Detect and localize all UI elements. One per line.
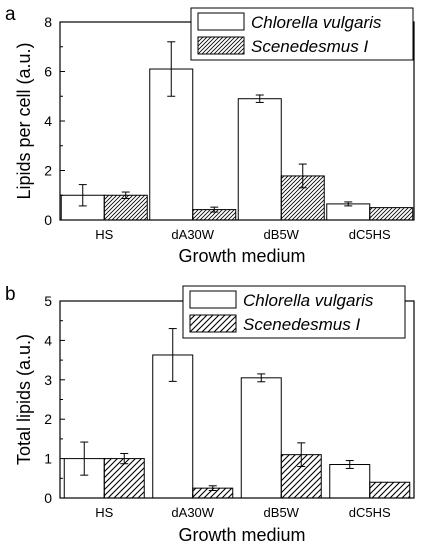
legend: Chlorella vulgaris Scenedesmus I bbox=[190, 7, 414, 61]
legend-swatch bbox=[197, 12, 245, 31]
y-tick-label: 2 bbox=[44, 163, 52, 179]
bar-scenedesmus-dC5HS bbox=[369, 481, 411, 499]
chart-panel-b: b 0 1 2 3 4 5 HS dA30W dB5W dC5HS Growth medium Tota… bbox=[5, 284, 415, 545]
x-tick-label: HS bbox=[95, 227, 113, 242]
y-tick-label: 4 bbox=[44, 113, 52, 129]
bar-chlorella-dB5W bbox=[237, 98, 282, 221]
y-tick-label: 4 bbox=[44, 332, 52, 348]
y-tick-label: 1 bbox=[44, 451, 52, 467]
x-tick-label: dA30W bbox=[171, 227, 214, 242]
y-tick-label: 0 bbox=[44, 490, 52, 506]
y-tick-label: 0 bbox=[44, 212, 52, 228]
legend-swatch bbox=[197, 36, 245, 55]
chart-panel-a: a 0 2 4 6 8 HS dA30W dB5W dC5HS Growth medium Lipid… bbox=[5, 4, 415, 266]
legend-entry: Chlorella vulgaris bbox=[251, 13, 382, 32]
x-tick-label: dA30W bbox=[171, 505, 214, 520]
legend-entry: Chlorella vulgaris bbox=[243, 291, 374, 310]
y-tick-label: 8 bbox=[44, 14, 52, 30]
panel-letter: a bbox=[5, 4, 16, 25]
bar-chlorella-dB5W bbox=[240, 377, 282, 499]
y-axis-title: Total lipids (a.u.) bbox=[14, 334, 34, 465]
x-axis-title: Growth medium bbox=[178, 525, 305, 545]
x-axis-title: Growth medium bbox=[178, 246, 305, 266]
legend-entry: Scenedesmus I bbox=[243, 315, 360, 334]
legend-swatch bbox=[189, 290, 237, 309]
x-tick-label: dB5W bbox=[264, 505, 300, 520]
y-tick-label: 6 bbox=[44, 64, 52, 80]
y-tick-label: 5 bbox=[44, 293, 52, 309]
legend-entry: Scenedesmus I bbox=[251, 37, 368, 56]
x-tick-label: HS bbox=[95, 505, 113, 520]
legend: Chlorella vulgaris Scenedesmus I bbox=[182, 285, 406, 339]
bar-scenedesmus-HS bbox=[103, 194, 148, 221]
bar-scenedesmus-dC5HS bbox=[369, 207, 414, 221]
x-tick-label: dC5HS bbox=[349, 505, 391, 520]
y-tick-label: 2 bbox=[44, 411, 52, 427]
legend-swatch bbox=[189, 314, 237, 333]
bar-scenedesmus-HS bbox=[103, 458, 145, 499]
x-tick-label: dC5HS bbox=[349, 227, 391, 242]
x-tick-label: dB5W bbox=[264, 227, 300, 242]
panel-letter: b bbox=[5, 284, 16, 305]
y-axis-title: Lipids per cell (a.u.) bbox=[14, 42, 34, 199]
y-tick-label: 3 bbox=[44, 372, 52, 388]
bar-chlorella-dC5HS bbox=[329, 464, 371, 499]
